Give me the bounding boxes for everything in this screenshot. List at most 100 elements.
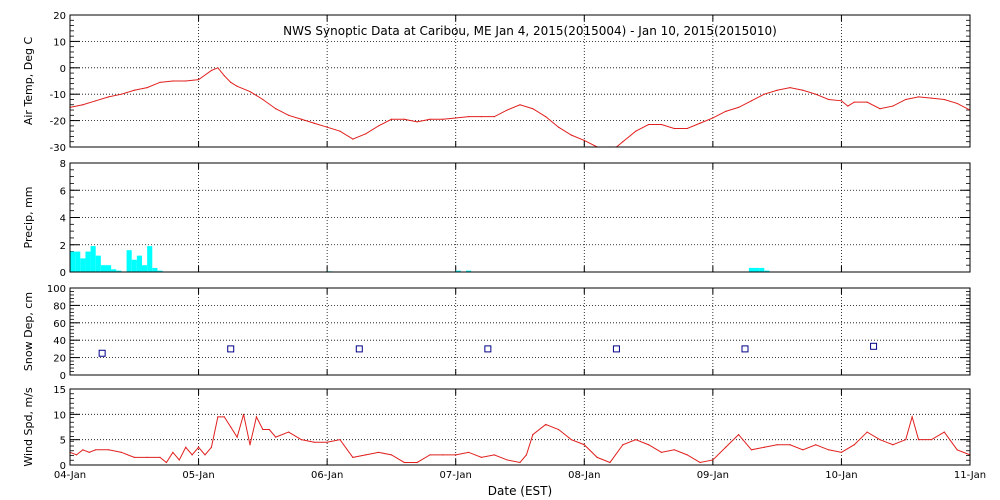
wind-speed-point bbox=[712, 459, 714, 461]
precip-bar bbox=[100, 265, 106, 272]
precip-bar bbox=[90, 246, 96, 272]
wind-speed-point bbox=[416, 461, 418, 464]
wind-speed-point bbox=[365, 454, 367, 456]
air-temp-point bbox=[493, 116, 495, 118]
air-temp-point bbox=[365, 133, 367, 135]
air-temp-point bbox=[917, 96, 920, 98]
wind-speed-point bbox=[455, 454, 457, 456]
air-temp-point bbox=[905, 98, 907, 101]
y-axis-label: Precip, mm bbox=[22, 187, 35, 249]
y-tick-label: 20 bbox=[53, 354, 66, 365]
wind-speed-point bbox=[506, 459, 508, 461]
air-temp-point bbox=[249, 90, 251, 93]
air-temp-point bbox=[82, 104, 84, 106]
y-tick-label: 2 bbox=[60, 241, 66, 252]
y-tick-label: 80 bbox=[53, 301, 66, 312]
wind-speed-point bbox=[467, 451, 470, 453]
snow-depth-marker bbox=[870, 342, 878, 350]
precip-bar bbox=[147, 246, 153, 272]
precip-bar bbox=[80, 258, 86, 272]
y-tick-label: 0 bbox=[60, 371, 66, 382]
air-temp-point bbox=[699, 122, 701, 124]
air-temp-point bbox=[815, 93, 817, 95]
wind-speed-point bbox=[133, 456, 135, 458]
air-temp-point bbox=[287, 114, 290, 116]
panel-frame bbox=[69, 14, 971, 148]
wind-speed-point bbox=[262, 428, 264, 431]
air-temp-point bbox=[159, 81, 161, 83]
air-temp-point bbox=[480, 116, 483, 118]
air-temp-point bbox=[107, 96, 110, 98]
air-temp-point bbox=[467, 116, 470, 118]
x-tick-label: 06-Jan bbox=[311, 470, 343, 481]
precip-bar bbox=[75, 251, 81, 272]
air-temp-point bbox=[172, 80, 174, 82]
precip-bar bbox=[111, 269, 117, 272]
air-temp-point bbox=[95, 100, 97, 102]
precip-bar bbox=[142, 265, 148, 272]
air-temp-point bbox=[943, 98, 945, 101]
wind-speed-point bbox=[763, 446, 765, 448]
precip-bar bbox=[95, 255, 101, 272]
snow-depth-marker bbox=[355, 345, 363, 353]
air-temp-point bbox=[313, 122, 315, 124]
wind-speed-point bbox=[204, 454, 206, 456]
y-tick-label: 0 bbox=[60, 64, 66, 75]
y-tick-label: 8 bbox=[60, 159, 66, 170]
wind-speed-point bbox=[95, 449, 97, 451]
air-temp-point bbox=[275, 108, 277, 110]
y-axis-label: Air Temp, Deg C bbox=[22, 37, 35, 126]
wind-speed-point bbox=[519, 461, 521, 464]
wind-speed-point bbox=[686, 454, 688, 456]
wind-speed-point bbox=[300, 439, 303, 441]
air-temp-point bbox=[673, 127, 675, 130]
air-temp-point bbox=[647, 123, 650, 126]
wind-speed-point bbox=[172, 451, 174, 453]
wind-speed-point bbox=[532, 434, 534, 436]
x-axis-label: Date (EST) bbox=[488, 484, 552, 498]
y-tick-label: 100 bbox=[47, 284, 66, 295]
air-temp-point bbox=[712, 117, 714, 119]
y-tick-label: 4 bbox=[60, 214, 66, 225]
wind-speed-point bbox=[596, 456, 598, 458]
y-tick-label: 60 bbox=[53, 319, 66, 330]
wind-speed-point bbox=[570, 439, 573, 441]
y-tick-label: -30 bbox=[50, 143, 66, 154]
air-temp-point bbox=[570, 134, 573, 136]
chart-title: NWS Synoptic Data at Caribou, ME Jan 4, … bbox=[283, 24, 777, 38]
air-temp-series-line bbox=[69, 67, 971, 148]
air-temp-point bbox=[223, 75, 225, 77]
wind-speed-point bbox=[197, 446, 200, 448]
wind-speed-point bbox=[525, 454, 528, 456]
air-temp-point bbox=[763, 93, 765, 95]
air-temp-point bbox=[442, 118, 444, 120]
wind-speed-point bbox=[223, 416, 225, 418]
wind-speed-point bbox=[403, 461, 405, 464]
precip-bar bbox=[455, 270, 461, 272]
wind-speed-point bbox=[191, 454, 193, 456]
y-axis-label: Snow Dep, cm bbox=[22, 292, 35, 371]
air-temp-point bbox=[686, 127, 688, 130]
wind-speed-point bbox=[390, 454, 393, 456]
wind-speed-point bbox=[917, 439, 920, 441]
y-tick-label: -10 bbox=[50, 90, 66, 101]
air-temp-point bbox=[802, 89, 804, 91]
wind-speed-point bbox=[943, 431, 945, 433]
snow-depth-marker bbox=[484, 345, 492, 353]
air-temp-point bbox=[840, 100, 843, 102]
wind-speed-point bbox=[776, 444, 778, 446]
air-temp-point bbox=[133, 89, 135, 91]
air-temp-point bbox=[339, 130, 341, 132]
wind-speed-point bbox=[660, 451, 663, 453]
wind-speed-point bbox=[699, 461, 701, 464]
snow-depth-marker bbox=[612, 345, 620, 353]
air-temp-point bbox=[622, 141, 624, 143]
wind-speed-point bbox=[815, 444, 817, 446]
air-temp-point bbox=[185, 80, 187, 82]
air-temp-point bbox=[455, 117, 457, 119]
precip-bar bbox=[116, 270, 122, 272]
wind-speed-point bbox=[377, 451, 380, 453]
wind-speed-point bbox=[230, 426, 232, 428]
x-tick-label: 11-Jan bbox=[954, 470, 986, 481]
air-temp-point bbox=[532, 108, 534, 110]
